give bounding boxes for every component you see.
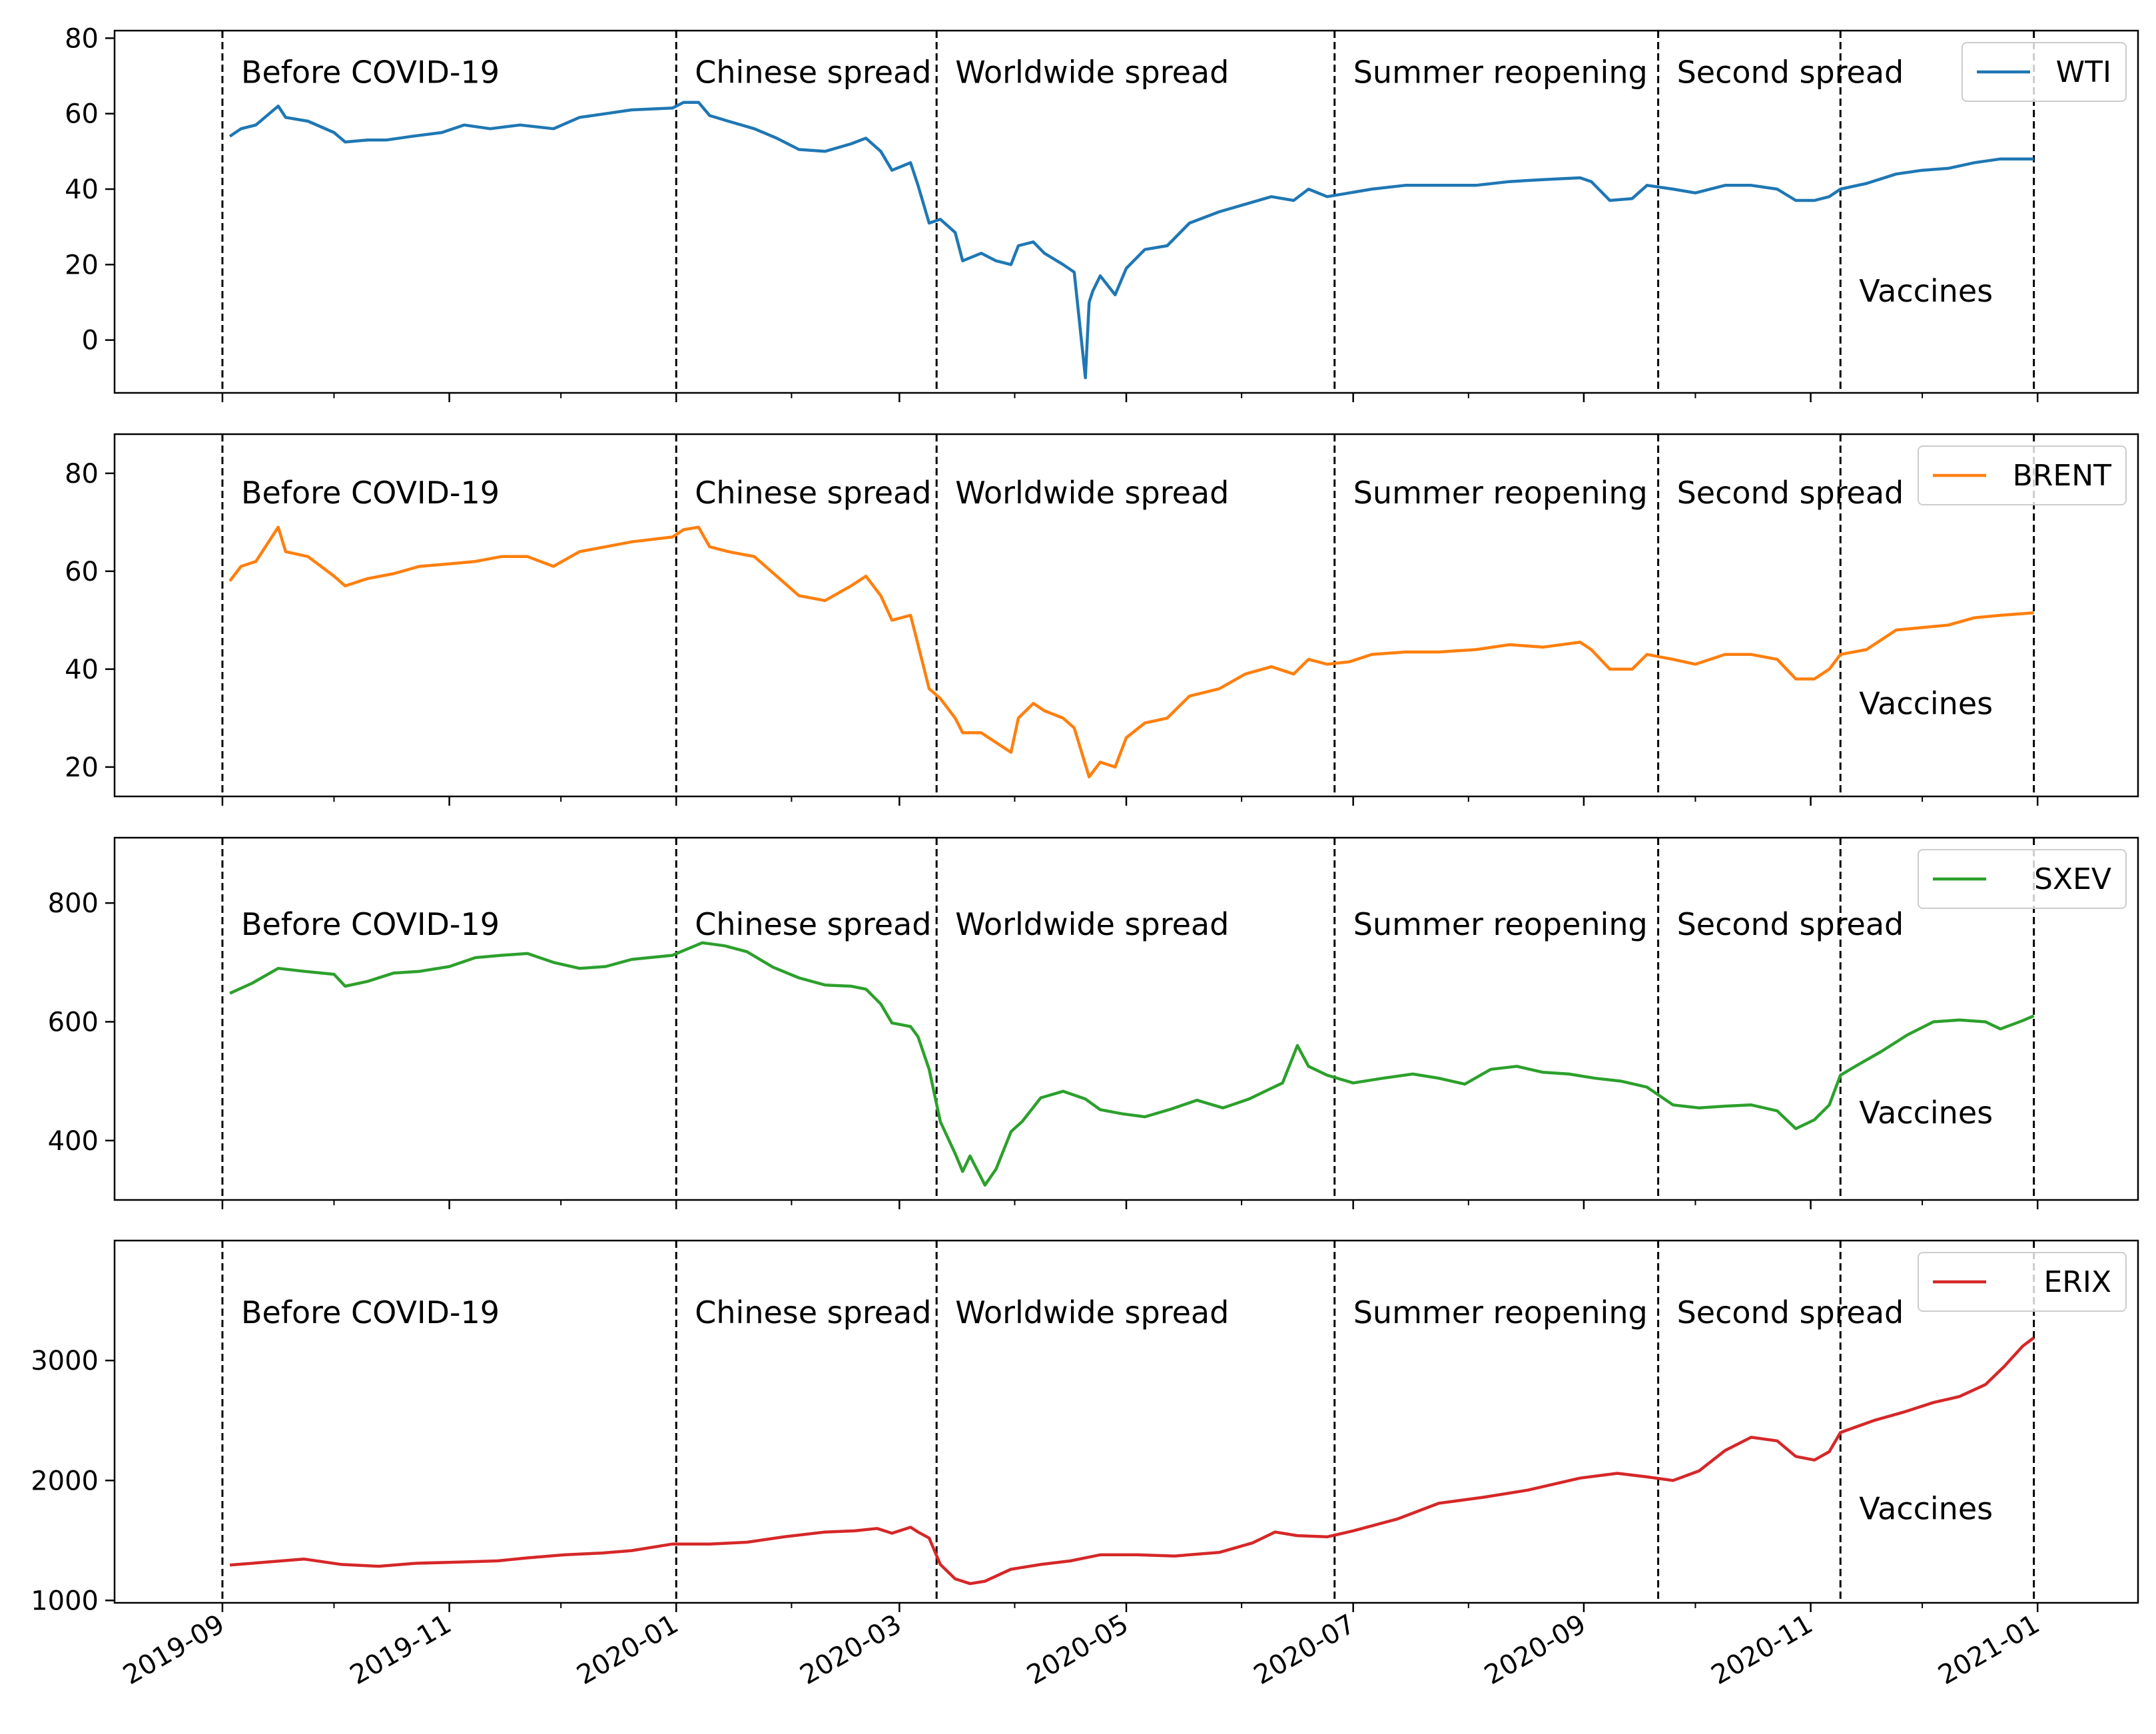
phase-label: Chinese spread: [695, 1295, 931, 1330]
phase-label: Vaccines: [1859, 1095, 1993, 1131]
legend-sxev: SXEV: [1918, 849, 2127, 909]
x-tick-label: 2019-11: [345, 1609, 457, 1691]
series-line-brent: [228, 525, 2034, 778]
y-tick-label: 60: [65, 557, 99, 587]
phase-label: Before COVID-19: [241, 54, 500, 90]
series-line-sxev: [229, 941, 2035, 1187]
x-tick-label: 2020-07: [1249, 1609, 1361, 1691]
y-tick-label: 1000: [31, 1586, 99, 1616]
series-line-wti: [228, 101, 2034, 380]
phase-label: Before COVID-19: [241, 906, 500, 942]
y-tick-label: 600: [48, 1007, 99, 1037]
y-tick-label: 400: [48, 1126, 99, 1157]
y-tick-label: 40: [65, 174, 99, 205]
y-tick-label: 40: [65, 655, 99, 685]
phase-label: Summer reopening: [1353, 1295, 1648, 1330]
series-line-erix: [229, 1336, 2035, 1586]
x-tick-label: 2020-03: [795, 1609, 907, 1691]
phase-label: Worldwide spread: [955, 475, 1229, 511]
legend-brent: BRENT: [1918, 445, 2127, 505]
phase-label: Second spread: [1677, 54, 1904, 90]
legend-label: ERIX: [2044, 1265, 2112, 1299]
phase-label: Summer reopening: [1353, 54, 1648, 90]
legend-label: SXEV: [2034, 862, 2111, 896]
phase-label: Before COVID-19: [241, 475, 500, 511]
y-tick-label: 80: [65, 23, 99, 54]
phase-label: Summer reopening: [1353, 475, 1648, 511]
phase-label: Second spread: [1677, 475, 1904, 511]
phase-label: Worldwide spread: [955, 1295, 1229, 1330]
y-tick-label: 2000: [31, 1466, 99, 1496]
legend-erix: ERIX: [1918, 1252, 2127, 1312]
y-tick-label: 20: [65, 752, 99, 783]
x-tick-label: 2019-09: [118, 1609, 230, 1691]
panel-erix: Before COVID-19 Chinese spread Worldwide s…: [31, 1239, 2139, 1616]
axes-frame: [113, 836, 2139, 1201]
legend-box: [1918, 849, 2127, 909]
phase-label: Second spread: [1677, 906, 1904, 942]
phase-label: Summer reopening: [1353, 906, 1648, 942]
legend-label: WTI: [2056, 55, 2111, 89]
phase-label: Worldwide spread: [955, 906, 1229, 942]
x-tick-label: 2020-11: [1706, 1609, 1818, 1691]
y-tick-label: 800: [48, 888, 99, 919]
legend-box: [1918, 1252, 2127, 1312]
x-tick-label: 2020-05: [1022, 1609, 1134, 1691]
y-tick-label: 80: [65, 459, 99, 489]
x-tick-label: 2020-09: [1479, 1609, 1591, 1691]
y-tick-label: 0: [82, 326, 99, 356]
y-tick-label: 60: [65, 99, 99, 130]
phase-label: Worldwide spread: [955, 54, 1229, 90]
phase-label: Before COVID-19: [241, 1295, 500, 1330]
phase-label: Vaccines: [1859, 273, 1993, 309]
phase-label: Vaccines: [1859, 685, 1993, 721]
x-tick-label: 2020-01: [572, 1609, 684, 1691]
phase-label: Chinese spread: [695, 906, 931, 942]
x-tick-label: 2021-01: [1933, 1609, 2045, 1691]
phase-label: Second spread: [1677, 1295, 1904, 1330]
legend-box: [1962, 42, 2127, 102]
legend-box: [1918, 445, 2127, 505]
y-tick-label: 20: [65, 250, 99, 280]
panel-brent: Before COVID-19 Chinese spread Worldwide s…: [65, 433, 2139, 806]
legend-label: BRENT: [2013, 459, 2111, 493]
panel-sxev: Before COVID-19 Chinese spread Worldwide s…: [48, 836, 2139, 1209]
y-tick-label: 3000: [31, 1346, 99, 1376]
phase-label: Vaccines: [1859, 1491, 1993, 1527]
panel-wti: Before COVID-19 Chinese spread Worldwide s…: [65, 23, 2139, 402]
phase-label: Chinese spread: [695, 54, 931, 90]
legend-wti: WTI: [1962, 42, 2127, 102]
phase-label: Chinese spread: [695, 475, 931, 511]
